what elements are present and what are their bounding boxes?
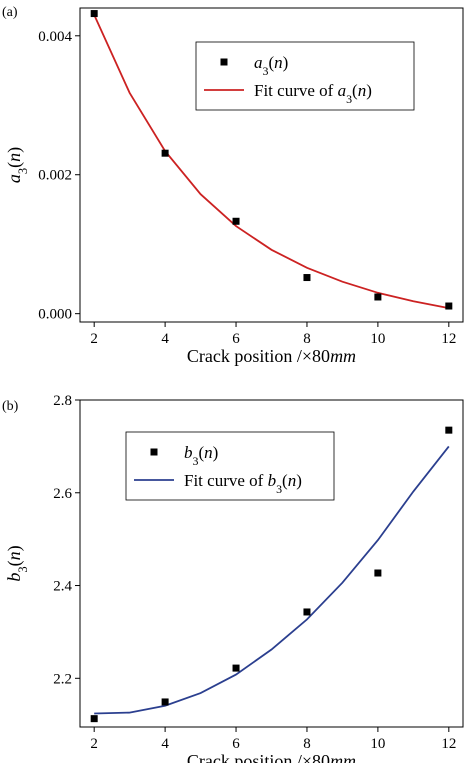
x-tick-label: 8: [303, 736, 311, 752]
y-tick-label: 2.4: [53, 579, 72, 595]
legend: a3(n) Fit curve of a3(n): [195, 41, 415, 111]
data-point: [374, 293, 382, 301]
plot-frame: [79, 399, 464, 728]
data-point: [90, 715, 98, 723]
data-point: [303, 274, 311, 282]
y-tick-label: 0.002: [38, 168, 72, 184]
y-tick-label: 2.8: [53, 393, 72, 409]
x-tick-label: 2: [90, 331, 98, 347]
fit-curve-line: [94, 445, 450, 715]
data-point: [303, 608, 311, 616]
data-point: [445, 426, 453, 434]
x-tick-label: 10: [370, 736, 385, 752]
legend-marker: [220, 58, 228, 66]
x-tick-label: 12: [441, 736, 456, 752]
x-axis-title: Crack position /×80mm: [187, 751, 356, 763]
data-point: [232, 664, 240, 672]
y-axis-title: a3(n): [4, 147, 30, 183]
y-axis-title: b3(n): [4, 545, 30, 581]
data-point: [232, 217, 240, 225]
legend-box: [125, 431, 335, 501]
y-tick-label: 2.2: [53, 671, 72, 687]
x-tick-label: 8: [303, 331, 311, 347]
legend: b3(n) Fit curve of b3(n): [125, 431, 335, 501]
legend-entry-label: a3(n): [254, 53, 288, 78]
chart-panel-b: (b) 2 4 6 8 10 12 2.2 2.4 2.6 2.8 Crack position /×…: [2, 393, 464, 763]
legend-marker: [150, 448, 158, 456]
x-tick-label: 6: [232, 331, 240, 347]
fit-curve-line: [93, 14, 449, 309]
y-tick-label: 0.004: [38, 29, 72, 45]
data-point: [90, 10, 98, 18]
y-tick-label: 2.6: [53, 486, 72, 502]
panel-label: (b): [2, 399, 19, 414]
legend-entry-label: Fit curve of b3(n): [184, 471, 302, 496]
x-tick-label: 4: [161, 736, 169, 752]
x-tick-label: 10: [370, 331, 385, 347]
x-tick-label: 6: [232, 736, 240, 752]
legend-box: [195, 41, 415, 111]
plot-frame: [79, 7, 464, 323]
legend-entry-label: Fit curve of a3(n): [254, 81, 372, 106]
x-tick-label: 2: [90, 736, 98, 752]
panel-label: (a): [2, 5, 18, 20]
y-tick-label: 0.000: [38, 307, 72, 323]
data-point: [445, 302, 453, 310]
chart-panel-a: (a) 2 4 6 8 10 12 0.000 0.002 0.004 Crack position…: [2, 5, 464, 366]
legend-entry-label: b3(n): [184, 443, 218, 468]
x-tick-label: 4: [161, 331, 169, 347]
x-tick-label: 12: [441, 331, 456, 347]
x-axis-title: Crack position /×80mm: [187, 346, 356, 366]
data-point: [161, 149, 169, 157]
data-point: [374, 569, 382, 577]
data-point: [161, 698, 169, 706]
